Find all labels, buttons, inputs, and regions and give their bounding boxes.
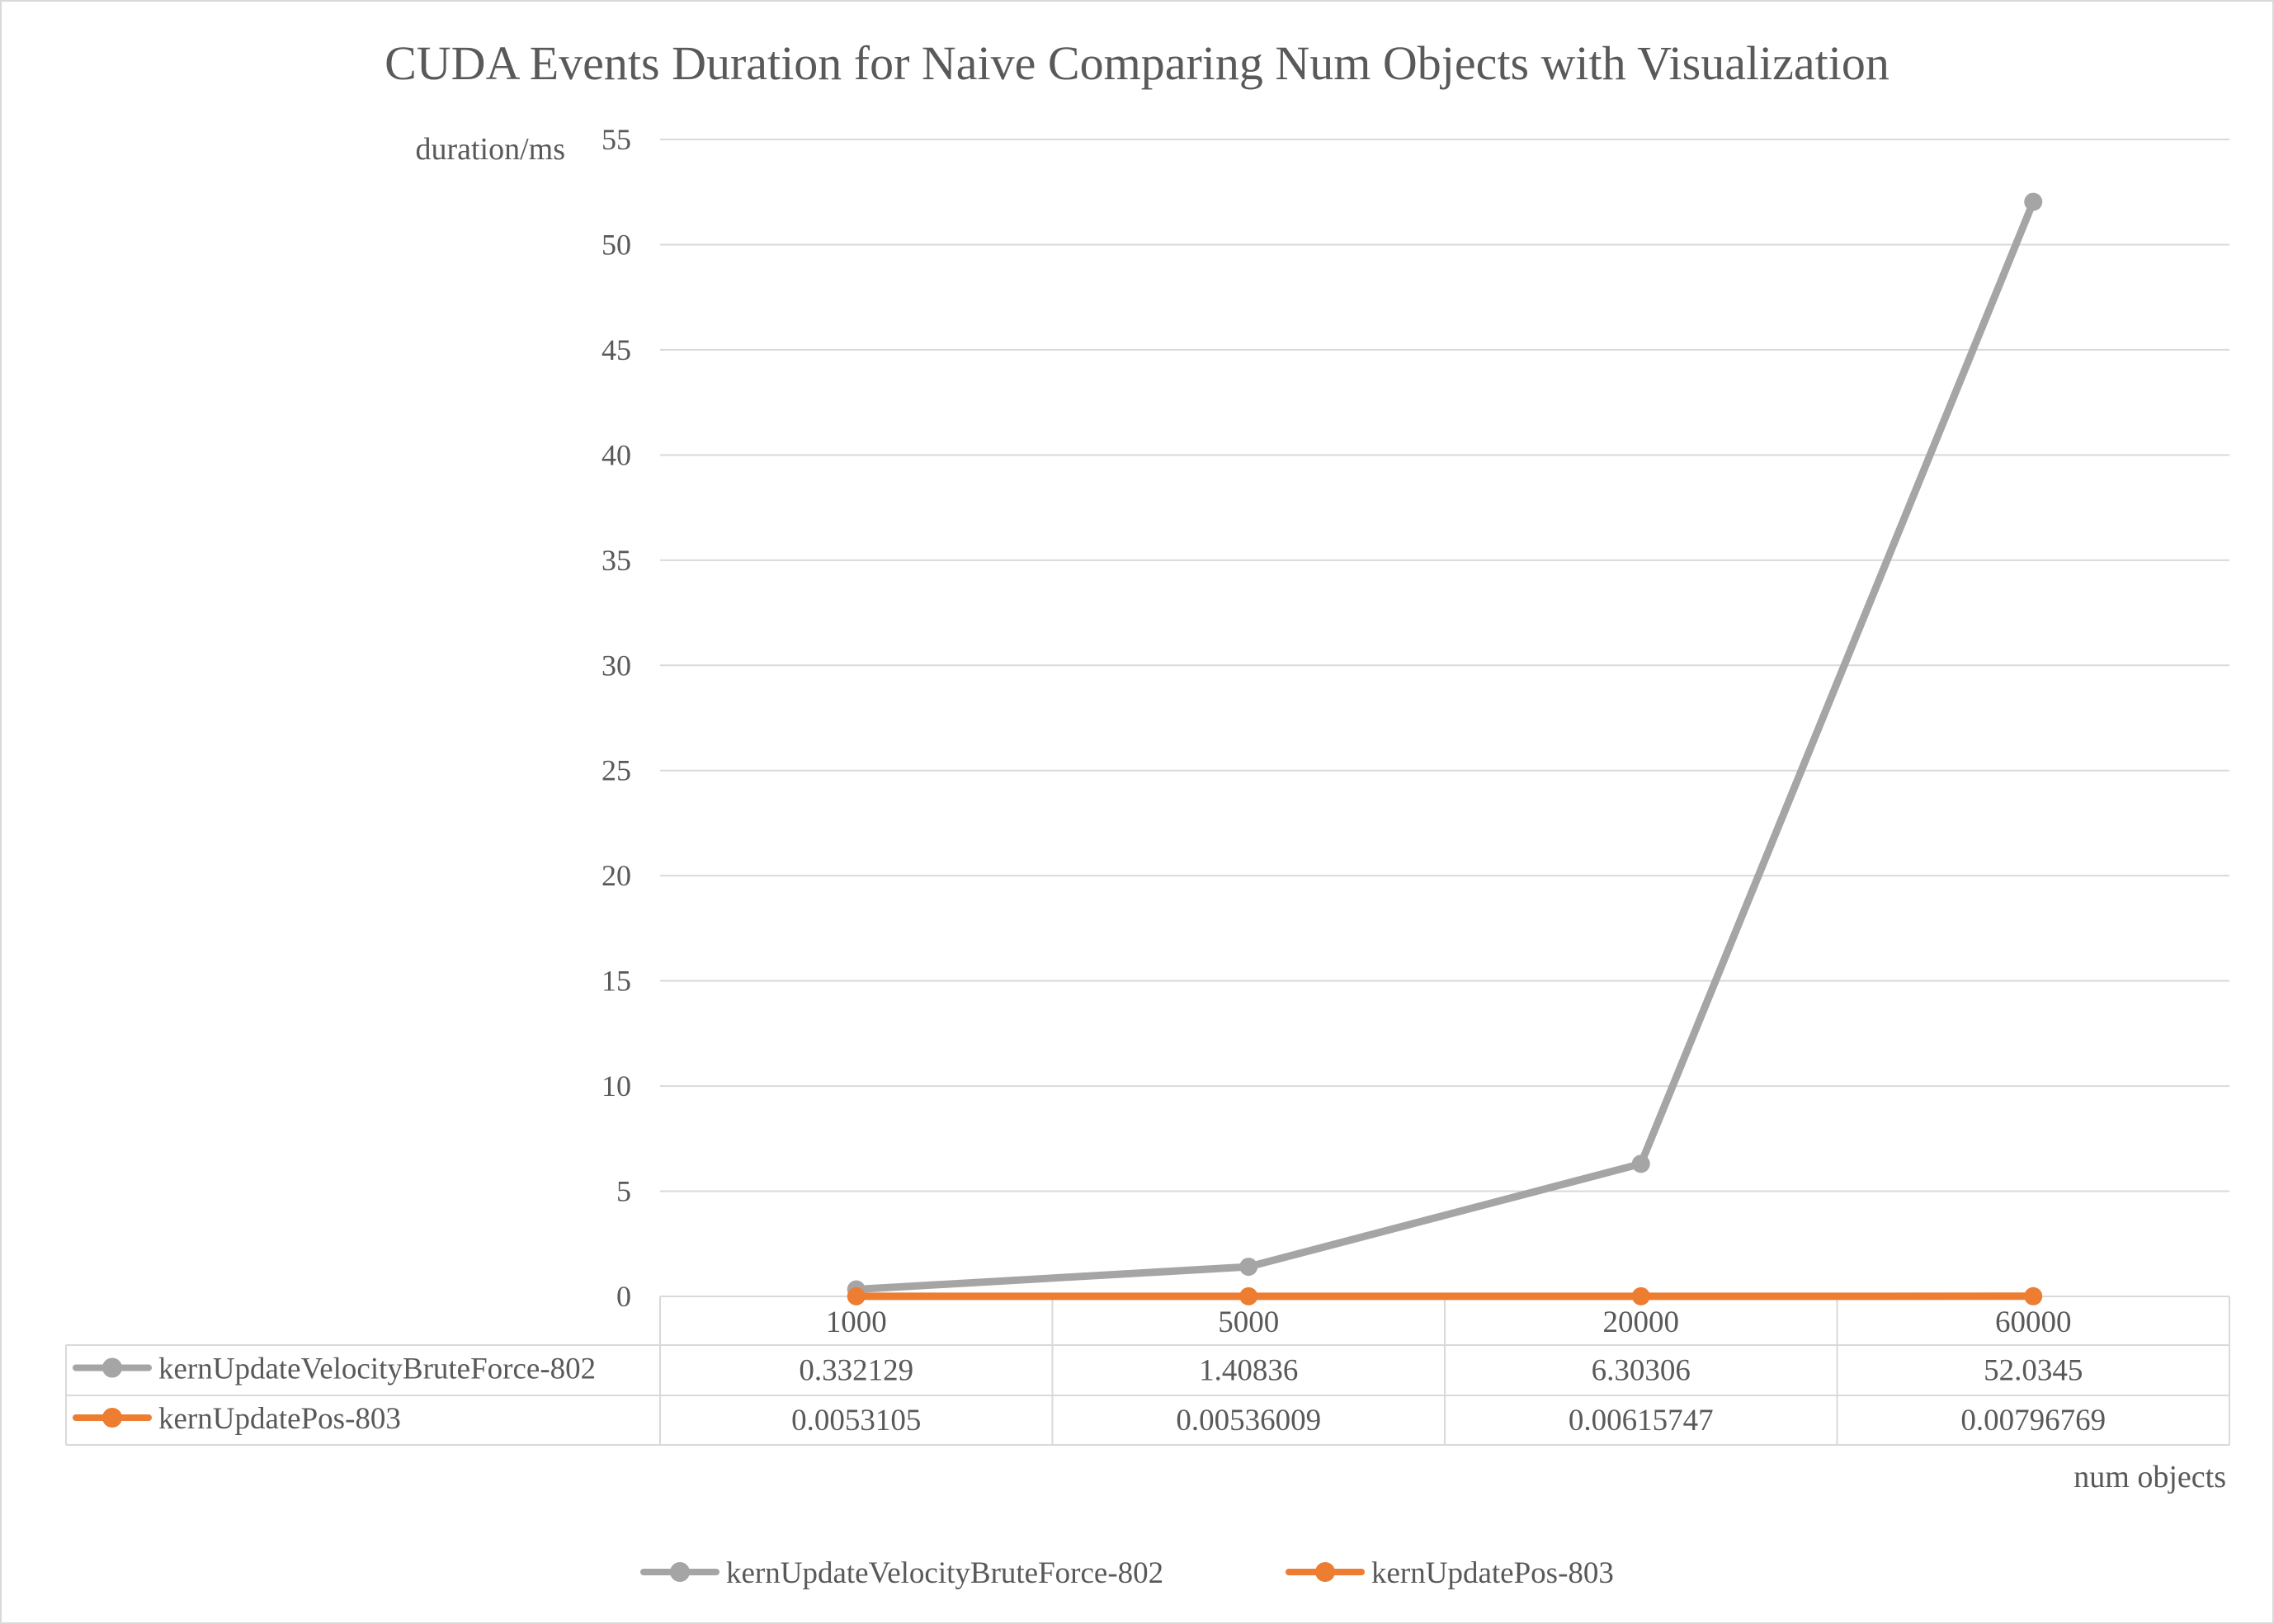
y-tick-label: 35	[602, 544, 631, 577]
y-tick-label: 20	[602, 859, 631, 892]
y-tick-label: 40	[602, 438, 631, 471]
series-line	[852, 198, 2037, 1294]
data-label: 6.30306	[1592, 1354, 1691, 1388]
data-label: 52.0345	[1984, 1354, 2083, 1388]
y-tick-label: 55	[602, 123, 631, 156]
legend-key-marker	[1315, 1562, 1335, 1582]
x-axis-title: num objects	[2073, 1460, 2226, 1494]
legend-item: kernUpdateVelocityBruteForce-802	[640, 1556, 1163, 1590]
legend-item: kernUpdatePos-803	[1286, 1556, 1614, 1590]
series-group	[847, 192, 2043, 1299]
x-tick-label: 1000	[826, 1305, 887, 1339]
y-axis-ticks: 0 5 10 15 20 25 30 35 40 45 50 55	[602, 123, 631, 1313]
table-series-name: kernUpdateVelocityBruteForce-802	[158, 1353, 596, 1386]
x-tick-label: 60000	[1995, 1305, 2072, 1339]
legend-label: kernUpdateVelocityBruteForce-802	[726, 1556, 1163, 1590]
series-group	[847, 1286, 2043, 1305]
data-point	[2024, 192, 2043, 211]
legend-label: kernUpdatePos-803	[1371, 1556, 1614, 1590]
data-point	[1239, 1258, 1258, 1277]
data-point	[1631, 1154, 1650, 1173]
data-label: 0.332129	[799, 1354, 913, 1388]
gridlines	[660, 139, 2229, 1297]
data-point	[2024, 1286, 2043, 1305]
data-label: 0.0053105	[791, 1404, 921, 1438]
y-tick-label: 25	[602, 754, 631, 787]
data-point	[1631, 1286, 1650, 1305]
plot-area	[847, 192, 2043, 1305]
x-tick-label: 5000	[1218, 1305, 1279, 1339]
y-tick-label: 45	[602, 333, 631, 366]
data-label: 0.00796769	[1960, 1404, 2106, 1438]
y-tick-label: 15	[602, 965, 631, 998]
y-tick-label: 30	[602, 649, 631, 682]
legend-key-marker	[670, 1562, 690, 1582]
legend: kernUpdateVelocityBruteForce-802 kernUpda…	[640, 1556, 1614, 1590]
table-legend-key-marker	[102, 1408, 122, 1428]
y-axis-title: duration/ms	[415, 132, 565, 167]
table-legend-key-marker	[102, 1357, 122, 1378]
chart-title: CUDA Events Duration for Naive Comparing…	[385, 36, 1889, 90]
data-label: 0.00536009	[1176, 1404, 1321, 1438]
data-table: 1000 5000 20000 60000 kernUpdateVelocityBrut…	[65, 1296, 2230, 1446]
x-tick-label: 20000	[1603, 1305, 1680, 1339]
table-series-name: kernUpdatePos-803	[158, 1402, 401, 1436]
y-tick-label: 10	[602, 1069, 631, 1102]
y-tick-label: 5	[616, 1175, 631, 1208]
y-tick-label: 0	[616, 1280, 631, 1313]
y-tick-label: 50	[602, 228, 631, 261]
data-label: 1.40836	[1199, 1354, 1298, 1388]
data-point	[847, 1286, 866, 1305]
data-label: 0.00615747	[1569, 1404, 1714, 1438]
data-point	[1239, 1286, 1258, 1305]
